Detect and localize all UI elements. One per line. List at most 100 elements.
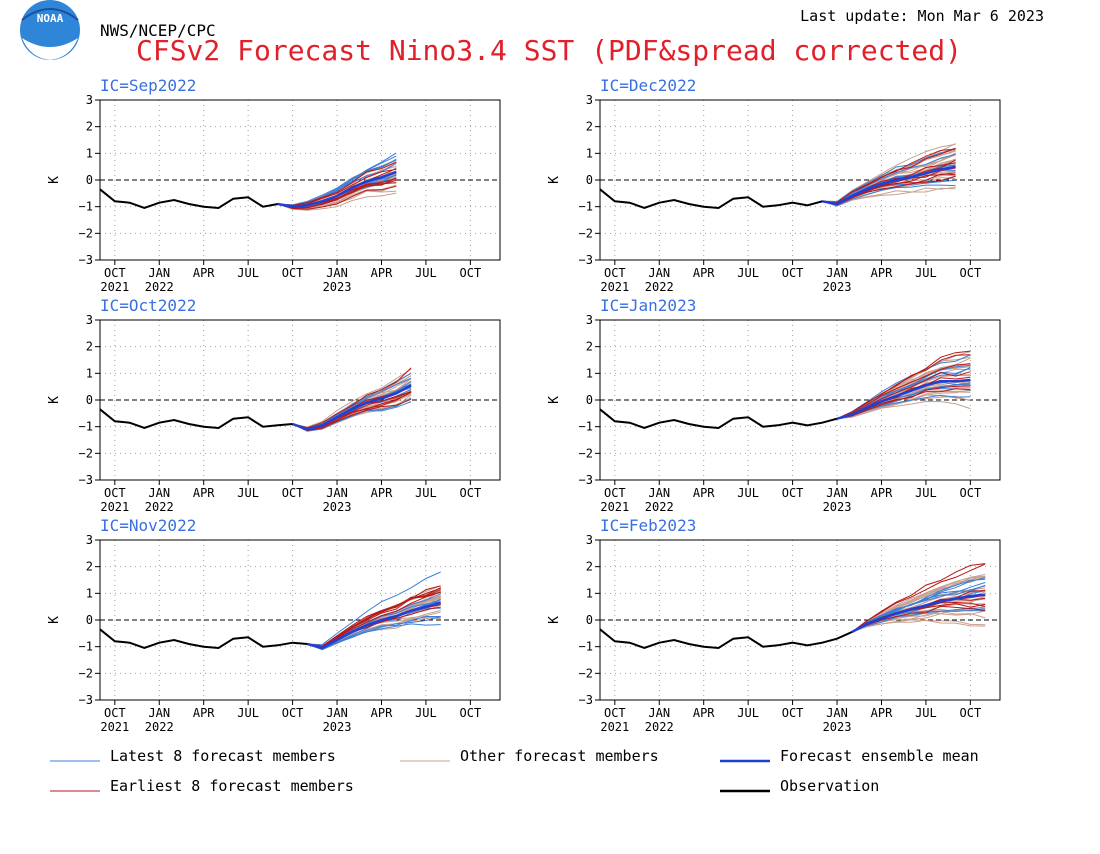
y-tick-label: 1: [586, 586, 593, 600]
y-tick-label: 0: [86, 613, 93, 627]
other-member-line: [836, 394, 971, 420]
x-tick-label: APR: [193, 266, 215, 280]
x-tick-label: JAN: [326, 486, 348, 500]
y-tick-label: −3: [579, 473, 593, 487]
x-tick-label: APR: [371, 266, 393, 280]
y-tick-label: −3: [79, 253, 93, 267]
x-tick-label: JAN: [148, 486, 170, 500]
y-tick-label: −3: [579, 253, 593, 267]
x-tick-label: OCT: [604, 706, 626, 720]
y-tick-label: 0: [586, 173, 593, 187]
x-tick-year: 2021: [100, 720, 129, 734]
earliest-member-line: [851, 563, 986, 633]
y-axis-label: K: [547, 396, 562, 404]
ensemble-mean-line: [851, 593, 986, 634]
x-tick-year: 2021: [100, 280, 129, 294]
x-tick-label: JUL: [737, 706, 759, 720]
ic-label: IC=Jan2023: [600, 296, 696, 315]
earliest-member-line: [292, 398, 412, 432]
ic-label: IC=Nov2022: [100, 516, 196, 535]
x-tick-year: 2022: [145, 280, 174, 294]
x-tick-label: JAN: [148, 266, 170, 280]
y-tick-label: 1: [86, 366, 93, 380]
x-tick-year: 2023: [323, 280, 352, 294]
x-tick-year: 2021: [100, 500, 129, 514]
x-tick-label: OCT: [104, 706, 126, 720]
x-tick-label: JUL: [237, 486, 259, 500]
earliest-member-line: [307, 587, 441, 648]
ic-label: IC=Dec2022: [600, 76, 696, 95]
x-tick-label: APR: [871, 486, 893, 500]
y-tick-label: −2: [579, 226, 593, 240]
x-tick-label: JAN: [648, 706, 670, 720]
observation-line: [599, 408, 838, 430]
x-tick-label: JUL: [737, 266, 759, 280]
legend-label-latest: Latest 8 forecast members: [110, 747, 336, 765]
x-tick-label: JUL: [415, 706, 437, 720]
x-tick-label: OCT: [960, 486, 982, 500]
legend-label-mean: Forecast ensemble mean: [780, 747, 979, 765]
x-tick-label: JAN: [148, 706, 170, 720]
x-tick-label: OCT: [104, 486, 126, 500]
y-tick-label: 0: [86, 393, 93, 407]
ensemble-mean-line: [307, 601, 442, 650]
latest-member-line: [307, 571, 441, 646]
y-tick-label: −2: [79, 226, 93, 240]
legend-label-other: Other forecast members: [460, 747, 659, 765]
x-tick-label: APR: [871, 706, 893, 720]
noaa-logo-text: NOAA: [37, 12, 64, 25]
chart-title: CFSv2 Forecast Nino3.4 SST (PDF&spread c…: [136, 34, 962, 67]
latest-member-line: [822, 184, 956, 207]
y-tick-label: 2: [586, 560, 593, 574]
earliest-member-line: [292, 367, 412, 429]
y-tick-label: −3: [79, 473, 93, 487]
y-axis-label: K: [47, 616, 62, 624]
latest-member-line: [851, 577, 986, 633]
earliest-member-line: [836, 363, 971, 420]
x-tick-label: APR: [371, 706, 393, 720]
x-tick-label: JAN: [648, 486, 670, 500]
y-axis-label: K: [47, 176, 62, 184]
earliest-member-line: [307, 585, 441, 647]
x-tick-label: APR: [693, 266, 715, 280]
x-tick-label: OCT: [782, 486, 804, 500]
other-member-line: [851, 610, 986, 633]
y-tick-label: 1: [586, 146, 593, 160]
x-tick-label: APR: [371, 486, 393, 500]
y-tick-label: 2: [86, 340, 93, 354]
x-tick-label: APR: [871, 266, 893, 280]
ic-label: IC=Feb2023: [600, 516, 696, 535]
y-tick-label: 0: [586, 393, 593, 407]
x-tick-label: JAN: [826, 486, 848, 500]
x-tick-label: JUL: [737, 486, 759, 500]
y-tick-label: −2: [79, 446, 93, 460]
earliest-member-line: [277, 161, 397, 207]
x-tick-label: OCT: [460, 706, 482, 720]
y-tick-label: 1: [586, 366, 593, 380]
y-tick-label: 3: [86, 93, 93, 107]
legend: Latest 8 forecast members Other forecast …: [50, 747, 979, 795]
x-tick-year: 2023: [823, 500, 852, 514]
ensemble-mean-line: [292, 384, 412, 431]
x-tick-label: OCT: [604, 486, 626, 500]
observation-line: [99, 408, 293, 430]
last-update: Last update: Mon Mar 6 2023: [800, 7, 1044, 25]
y-tick-label: −1: [579, 200, 593, 214]
x-tick-label: OCT: [782, 706, 804, 720]
x-tick-label: JUL: [915, 266, 937, 280]
y-tick-label: −1: [579, 640, 593, 654]
y-tick-label: −1: [79, 640, 93, 654]
latest-member-line: [292, 377, 412, 429]
y-tick-label: 3: [86, 313, 93, 327]
earliest-member-line: [836, 354, 971, 420]
x-tick-label: OCT: [282, 486, 304, 500]
ic-label: IC=Sep2022: [100, 76, 196, 95]
y-tick-label: 0: [586, 613, 593, 627]
